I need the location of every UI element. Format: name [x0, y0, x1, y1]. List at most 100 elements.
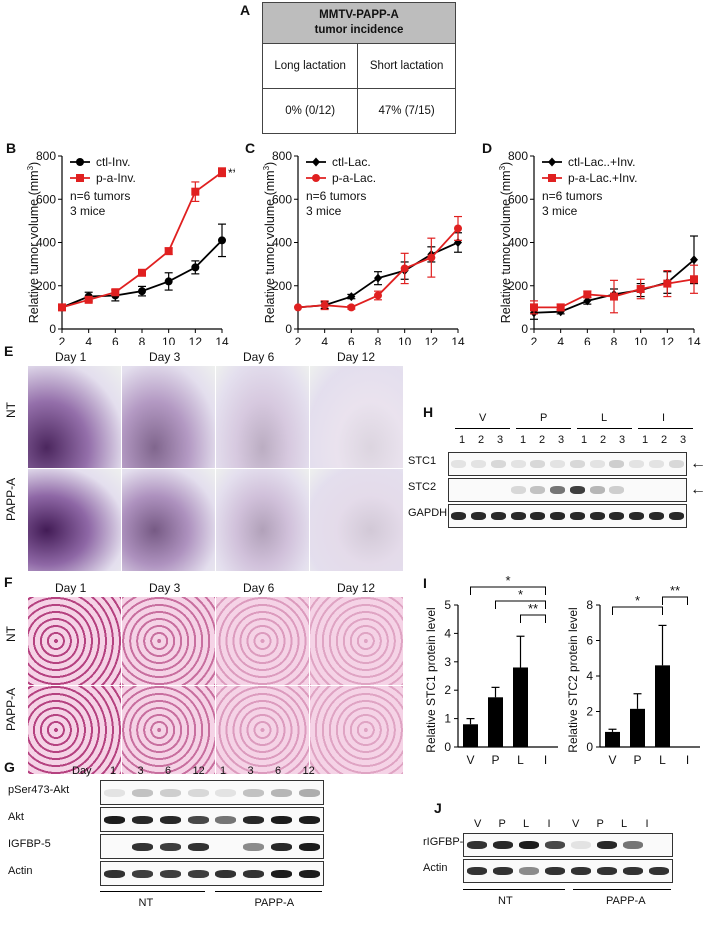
blot-band — [243, 842, 265, 851]
data-point — [530, 303, 538, 312]
group-line — [455, 428, 510, 429]
micrograph-PAPP-A-Day 6 — [216, 469, 309, 571]
data-point — [347, 292, 356, 302]
blot-band — [187, 869, 209, 878]
blot-band — [471, 460, 487, 468]
blot-band — [550, 486, 566, 494]
legend-label: ctl-Lac..+Inv. — [568, 155, 635, 169]
day-label: Day 1 — [55, 350, 87, 364]
lane-label: V — [474, 818, 482, 830]
blot-band — [649, 867, 669, 875]
x-tick-label: 10 — [162, 335, 176, 345]
legend-marker — [312, 174, 320, 182]
row-label: PAPP-A — [4, 477, 18, 521]
blot-row — [100, 807, 324, 832]
blot-band — [530, 486, 546, 494]
lane-label: 12 — [192, 765, 205, 777]
micrograph-NT-Day 12 — [310, 597, 403, 685]
panel-label-c: C — [245, 140, 256, 156]
legend-marker — [76, 158, 84, 166]
blot-row-label: IGFBP-5 — [8, 837, 51, 850]
series-p-a-Lac.: p-a-Lac. — [294, 171, 462, 312]
lane-label: V — [572, 818, 580, 830]
blot-row-label: GAPDH — [408, 507, 448, 519]
significance-bracket — [612, 606, 663, 615]
lane-label: I — [547, 818, 551, 830]
micrograph-PAPP-A-Day 12 — [310, 469, 403, 571]
y-axis-label-superscript: 3 — [498, 165, 507, 170]
lane-label: 2 — [661, 434, 668, 446]
x-tick-label: 2 — [531, 335, 538, 345]
blot-row-label: Actin — [8, 864, 33, 877]
blot-band — [609, 486, 625, 494]
y-tick-label: 6 — [586, 634, 593, 648]
day-label: Day 12 — [337, 581, 376, 595]
lane-label: 1 — [642, 434, 649, 446]
y-axis-label: Relative STC1 protein level — [424, 607, 438, 752]
group-line — [463, 889, 565, 890]
blot-band — [519, 841, 539, 849]
annotation-line: 3 mice — [542, 204, 578, 218]
blot-band — [298, 815, 320, 824]
blot-band — [467, 841, 487, 849]
data-point — [454, 224, 462, 233]
x-tick-label: L — [517, 753, 524, 767]
blot-row — [463, 859, 673, 883]
blot-band — [298, 842, 320, 851]
annotation-line: n=6 tumors — [306, 189, 366, 203]
legend-marker — [548, 174, 556, 182]
blot-band — [104, 869, 126, 878]
blot-band — [609, 512, 625, 520]
bar-P — [488, 697, 503, 747]
lane-label: I — [645, 818, 649, 830]
data-point — [58, 303, 66, 312]
blot-band — [159, 869, 181, 878]
bar-L — [513, 667, 528, 747]
significance-mark: * — [518, 587, 523, 602]
line-chart-b: 02004006008002468101214Days after inject… — [26, 149, 235, 345]
x-tick-label: L — [659, 753, 666, 767]
blot-band — [668, 512, 684, 520]
lane-label: 2 — [600, 434, 607, 446]
group-label: PAPP-A — [254, 897, 295, 909]
group-label: V — [479, 412, 487, 424]
blot-band — [243, 869, 265, 878]
group-label: PAPP-A — [606, 895, 646, 907]
lane-label: 2 — [478, 434, 485, 446]
blot-band — [589, 512, 605, 520]
x-tick-label: P — [633, 753, 641, 767]
blot-band — [550, 512, 566, 520]
y-tick-label: 600 — [508, 192, 528, 206]
lane-label: P — [596, 818, 604, 830]
col-short-lactation: Short lactation — [357, 43, 456, 89]
x-tick-label: 4 — [557, 335, 564, 345]
y-axis-label-paren: ) — [27, 162, 41, 166]
day-label: Day 6 — [243, 350, 275, 364]
row-label: PAPP-A — [4, 687, 18, 731]
blot-band — [270, 869, 292, 878]
blot-row — [100, 780, 324, 805]
legend-marker — [76, 174, 84, 182]
arrow-left-icon: ← — [690, 481, 706, 498]
data-point — [374, 273, 382, 283]
y-tick-label: 800 — [272, 149, 292, 163]
blot-row-label: STC1 — [408, 455, 437, 467]
x-tick-label: 8 — [139, 335, 146, 345]
row-label: NT — [4, 401, 18, 418]
table-header: MMTV-PAPP-A tumor incidence — [262, 2, 456, 44]
blot-row — [100, 834, 324, 859]
blot-band — [545, 841, 565, 849]
significance-mark: ** — [670, 583, 680, 598]
x-tick-label: I — [686, 753, 689, 767]
blot-row — [463, 833, 673, 857]
data-point — [610, 292, 618, 301]
blot-row — [448, 452, 687, 476]
blot-band — [298, 869, 320, 878]
blot-band — [467, 867, 487, 875]
y-tick-label: 0 — [521, 322, 528, 336]
panel-label-f: F — [4, 574, 13, 590]
data-point — [400, 264, 409, 273]
lane-label: 6 — [275, 765, 282, 777]
lane-label: L — [523, 818, 530, 830]
